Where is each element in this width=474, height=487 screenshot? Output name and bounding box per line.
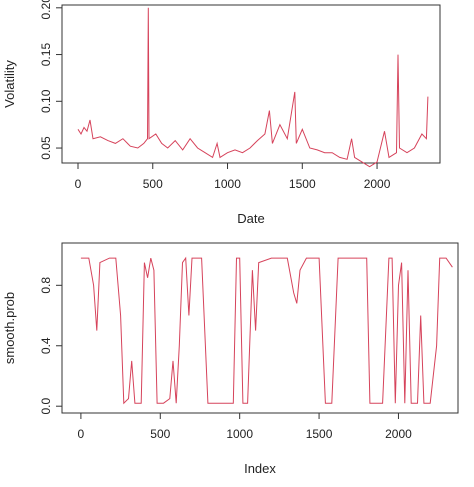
y-tick-label: 0.4 — [39, 337, 53, 354]
y-tick-label: 0.05 — [39, 136, 53, 160]
x-tick-label: 1000 — [214, 177, 241, 191]
x-axis-label: Index — [244, 461, 276, 476]
x-tick-label: 2000 — [364, 177, 391, 191]
y-tick-label: 0.8 — [39, 277, 53, 294]
x-tick-label: 1000 — [226, 427, 253, 441]
x-tick-label: 0 — [75, 177, 82, 191]
y-tick-label: 0.20 — [39, 0, 53, 19]
x-axis-label: Date — [237, 211, 264, 226]
data-line — [80, 256, 453, 405]
x-tick-label: 1500 — [306, 427, 333, 441]
y-axis-label: smooth.prob — [2, 292, 17, 364]
plot-box — [61, 4, 441, 164]
y-axis-label: Volatility — [2, 60, 17, 108]
x-tick-label: 500 — [150, 427, 170, 441]
plot-box — [61, 242, 459, 414]
x-tick-label: 2000 — [385, 427, 412, 441]
x-tick-label: 500 — [143, 177, 163, 191]
x-tick-label: 1500 — [289, 177, 316, 191]
data-line — [77, 7, 429, 168]
x-tick-label: 0 — [78, 427, 85, 441]
y-tick-label: 0.10 — [39, 89, 53, 113]
y-tick-label: 0.0 — [39, 398, 53, 415]
y-tick-label: 0.15 — [39, 43, 53, 67]
